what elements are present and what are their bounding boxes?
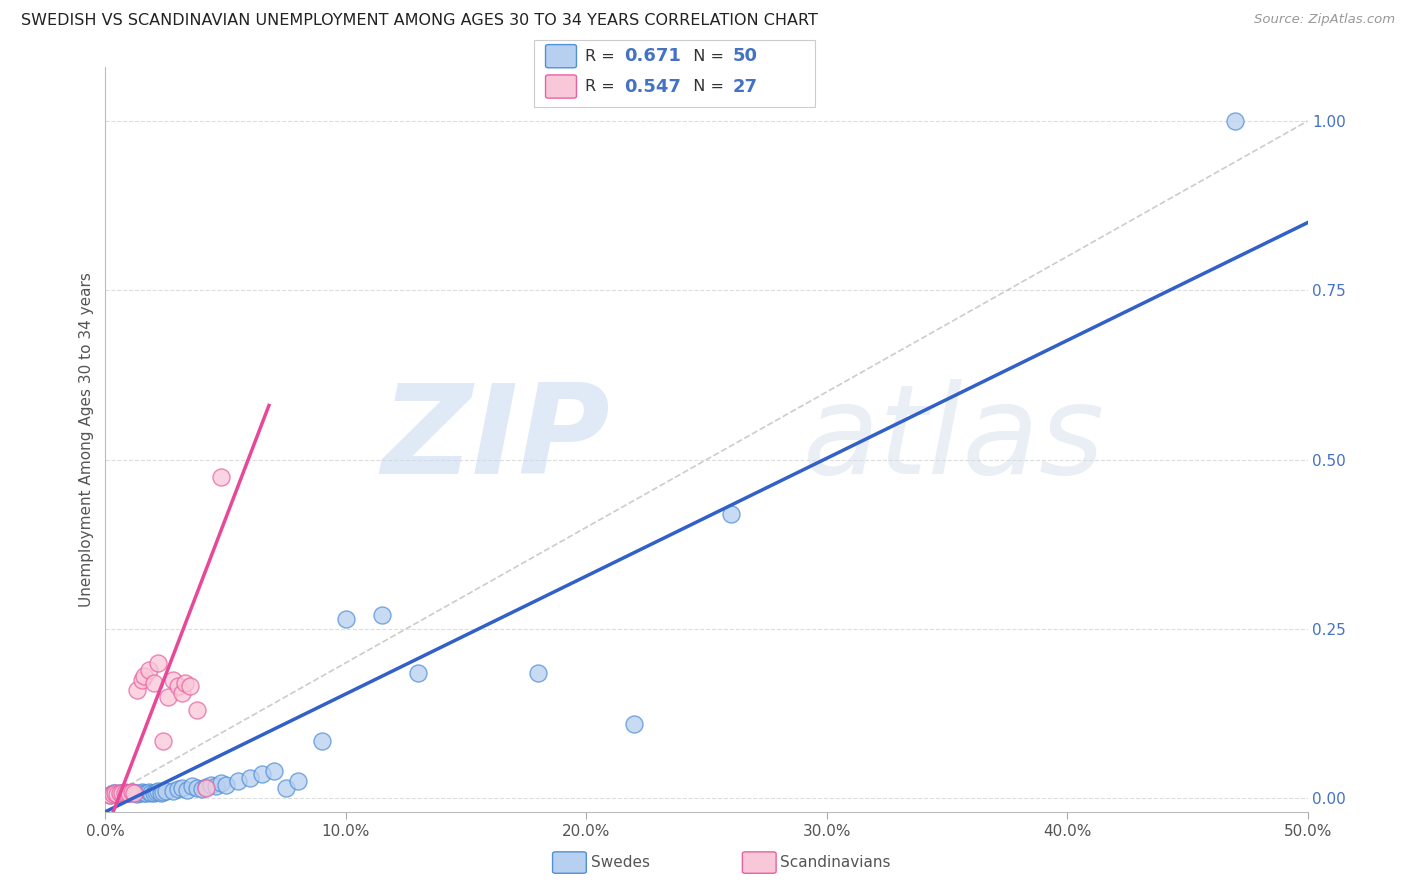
Point bbox=[173, 676, 195, 690]
Point bbox=[131, 785, 153, 799]
Point bbox=[172, 686, 194, 700]
Point bbox=[138, 785, 160, 799]
Point bbox=[200, 778, 222, 792]
Point bbox=[176, 783, 198, 797]
Text: ZIP: ZIP bbox=[381, 379, 610, 500]
Text: N =: N = bbox=[683, 49, 730, 63]
Point bbox=[195, 780, 218, 795]
Point bbox=[152, 733, 174, 747]
Point bbox=[155, 784, 177, 798]
Point bbox=[371, 608, 394, 623]
Point bbox=[111, 787, 134, 801]
Point bbox=[118, 787, 141, 801]
Point bbox=[190, 781, 212, 796]
Point bbox=[104, 787, 127, 801]
Y-axis label: Unemployment Among Ages 30 to 34 years: Unemployment Among Ages 30 to 34 years bbox=[79, 272, 94, 607]
Point bbox=[121, 785, 143, 799]
Point bbox=[527, 665, 550, 680]
Point bbox=[162, 783, 184, 797]
Point bbox=[311, 733, 333, 747]
Point bbox=[139, 786, 162, 800]
Point bbox=[335, 612, 357, 626]
Point bbox=[287, 774, 309, 789]
Point bbox=[156, 690, 179, 704]
Point bbox=[1225, 114, 1247, 128]
Point bbox=[209, 469, 232, 483]
Point bbox=[179, 680, 201, 694]
Text: 50: 50 bbox=[733, 47, 758, 65]
Point bbox=[101, 787, 124, 801]
Point bbox=[107, 787, 129, 801]
Point bbox=[131, 673, 153, 687]
Point bbox=[623, 716, 645, 731]
Point bbox=[214, 778, 236, 792]
Text: 27: 27 bbox=[733, 78, 758, 95]
Text: N =: N = bbox=[683, 79, 730, 94]
Point bbox=[98, 788, 121, 802]
Point bbox=[195, 780, 218, 795]
Point bbox=[115, 786, 138, 800]
Point bbox=[114, 786, 136, 800]
Point bbox=[209, 776, 232, 790]
Text: Swedes: Swedes bbox=[591, 855, 650, 870]
Point bbox=[118, 787, 141, 801]
Point bbox=[226, 774, 249, 789]
Point bbox=[124, 786, 146, 800]
Point bbox=[186, 780, 208, 795]
Point bbox=[145, 785, 167, 799]
Point bbox=[108, 787, 131, 801]
Point bbox=[101, 787, 124, 801]
Point bbox=[111, 787, 134, 801]
Point bbox=[149, 786, 172, 800]
Point bbox=[108, 786, 131, 800]
Point bbox=[720, 507, 742, 521]
Text: Scandinavians: Scandinavians bbox=[780, 855, 891, 870]
Point bbox=[148, 784, 170, 798]
Point bbox=[114, 785, 136, 799]
Point bbox=[152, 785, 174, 799]
Text: R =: R = bbox=[585, 49, 620, 63]
Point bbox=[250, 767, 273, 781]
Point bbox=[132, 787, 155, 801]
Point bbox=[128, 786, 150, 800]
Point bbox=[162, 673, 184, 687]
Point bbox=[107, 787, 129, 801]
Point bbox=[124, 786, 146, 800]
Text: 0.547: 0.547 bbox=[624, 78, 681, 95]
Point bbox=[135, 786, 157, 800]
Point bbox=[172, 780, 194, 795]
Text: R =: R = bbox=[585, 79, 620, 94]
Point bbox=[205, 779, 228, 793]
Point bbox=[239, 771, 262, 785]
Point bbox=[274, 780, 297, 795]
Point bbox=[186, 703, 208, 717]
Point bbox=[142, 676, 165, 690]
Point bbox=[121, 785, 143, 799]
Point bbox=[406, 665, 429, 680]
Point bbox=[148, 656, 170, 670]
Point bbox=[98, 788, 121, 802]
Text: Source: ZipAtlas.com: Source: ZipAtlas.com bbox=[1254, 13, 1395, 27]
Point bbox=[142, 787, 165, 801]
Point bbox=[263, 764, 285, 778]
Point bbox=[125, 787, 148, 801]
Point bbox=[181, 779, 204, 793]
Point bbox=[115, 786, 138, 800]
Text: 0.671: 0.671 bbox=[624, 47, 681, 65]
Point bbox=[125, 682, 148, 697]
Point bbox=[166, 782, 188, 797]
Text: atlas: atlas bbox=[803, 379, 1105, 500]
Text: SWEDISH VS SCANDINAVIAN UNEMPLOYMENT AMONG AGES 30 TO 34 YEARS CORRELATION CHART: SWEDISH VS SCANDINAVIAN UNEMPLOYMENT AMO… bbox=[21, 13, 818, 29]
Point bbox=[104, 786, 127, 800]
Point bbox=[166, 680, 188, 694]
Point bbox=[132, 669, 155, 683]
Point bbox=[138, 663, 160, 677]
